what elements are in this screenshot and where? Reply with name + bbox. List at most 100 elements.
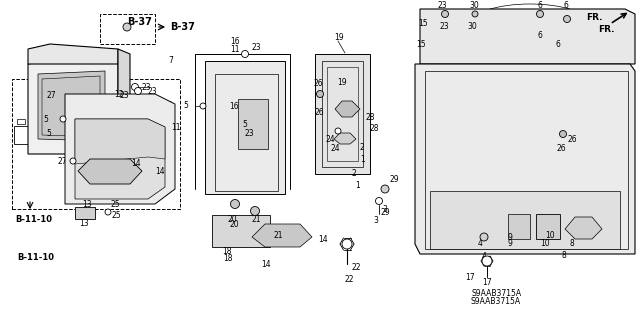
Text: 22: 22 xyxy=(352,263,362,271)
Text: 29: 29 xyxy=(390,174,399,183)
Text: 30: 30 xyxy=(467,22,477,31)
Text: 26: 26 xyxy=(313,78,323,87)
Polygon shape xyxy=(565,217,602,239)
Text: B-11-10: B-11-10 xyxy=(15,214,52,224)
Text: 10: 10 xyxy=(540,239,550,248)
Text: 5: 5 xyxy=(242,120,247,129)
Polygon shape xyxy=(536,214,560,239)
Circle shape xyxy=(105,209,111,215)
Text: 27: 27 xyxy=(58,157,68,166)
Text: 14: 14 xyxy=(155,167,164,175)
Text: 28: 28 xyxy=(366,113,376,122)
Text: 17: 17 xyxy=(482,278,492,287)
Text: 9: 9 xyxy=(508,239,513,248)
Bar xyxy=(14,126,36,144)
Text: 7: 7 xyxy=(166,101,171,110)
Text: 24: 24 xyxy=(326,135,335,144)
Text: FR.: FR. xyxy=(586,13,603,22)
Text: 13: 13 xyxy=(82,200,92,209)
Text: 5: 5 xyxy=(43,115,48,123)
Text: 6: 6 xyxy=(537,2,542,11)
Text: 19: 19 xyxy=(337,78,347,87)
Text: 8: 8 xyxy=(562,251,566,260)
Text: 21: 21 xyxy=(274,231,284,240)
Text: 19: 19 xyxy=(334,33,344,42)
Text: 18: 18 xyxy=(222,247,232,256)
Text: 23: 23 xyxy=(120,91,129,100)
Text: 17: 17 xyxy=(465,272,475,281)
Text: 2: 2 xyxy=(352,169,356,178)
Circle shape xyxy=(70,158,76,164)
Text: B-11-10: B-11-10 xyxy=(17,253,54,262)
Circle shape xyxy=(563,16,570,23)
Text: 12: 12 xyxy=(114,90,124,99)
Text: 15: 15 xyxy=(418,19,428,28)
Text: 3: 3 xyxy=(373,216,378,225)
Text: 27: 27 xyxy=(47,91,56,100)
Text: 24: 24 xyxy=(331,144,340,153)
Text: 5: 5 xyxy=(184,101,189,110)
Text: 23: 23 xyxy=(244,130,254,138)
Text: 25: 25 xyxy=(112,211,122,219)
Polygon shape xyxy=(315,54,370,174)
Text: 23: 23 xyxy=(252,42,262,51)
Polygon shape xyxy=(38,71,105,141)
Text: B-37: B-37 xyxy=(127,17,152,27)
Polygon shape xyxy=(28,44,118,64)
Circle shape xyxy=(60,116,66,122)
Text: 18: 18 xyxy=(223,254,232,263)
Text: 16: 16 xyxy=(229,102,239,111)
Text: 25: 25 xyxy=(110,200,120,209)
Polygon shape xyxy=(415,64,635,254)
Text: 1: 1 xyxy=(355,181,360,189)
Polygon shape xyxy=(75,119,165,164)
Circle shape xyxy=(480,233,488,241)
Circle shape xyxy=(317,91,323,98)
Polygon shape xyxy=(75,207,95,219)
Circle shape xyxy=(482,256,492,266)
Circle shape xyxy=(472,11,478,17)
Text: 16: 16 xyxy=(230,36,239,46)
Text: 9: 9 xyxy=(508,233,513,242)
Text: 6: 6 xyxy=(563,2,568,11)
Text: 6: 6 xyxy=(538,31,543,40)
Polygon shape xyxy=(252,224,312,247)
Circle shape xyxy=(559,130,566,137)
Text: 8: 8 xyxy=(570,239,575,248)
Circle shape xyxy=(200,103,206,109)
Polygon shape xyxy=(420,9,635,64)
Text: 7: 7 xyxy=(168,56,173,65)
Polygon shape xyxy=(78,159,142,184)
Text: 1: 1 xyxy=(360,154,365,164)
Text: 12: 12 xyxy=(115,157,125,166)
Polygon shape xyxy=(430,191,620,249)
Circle shape xyxy=(250,206,259,216)
Text: 5: 5 xyxy=(46,130,51,138)
Circle shape xyxy=(381,185,389,193)
Text: 11: 11 xyxy=(171,123,180,132)
Text: 29: 29 xyxy=(381,208,390,217)
Text: 30: 30 xyxy=(469,2,479,11)
Text: 20: 20 xyxy=(228,214,237,224)
Circle shape xyxy=(123,23,131,31)
Text: 6: 6 xyxy=(556,40,561,49)
Text: B-37: B-37 xyxy=(170,22,195,32)
Text: 14: 14 xyxy=(131,159,141,168)
Text: 4: 4 xyxy=(482,252,487,261)
Polygon shape xyxy=(28,54,118,154)
Text: 11: 11 xyxy=(230,44,239,54)
Circle shape xyxy=(241,50,248,57)
Text: 14: 14 xyxy=(261,260,271,269)
Text: S9AAB3715A: S9AAB3715A xyxy=(470,297,520,306)
Circle shape xyxy=(230,199,239,209)
Text: 15: 15 xyxy=(416,40,426,49)
Circle shape xyxy=(134,87,141,94)
Circle shape xyxy=(131,84,138,91)
Polygon shape xyxy=(508,214,530,239)
Bar xyxy=(12,79,180,209)
Text: 28: 28 xyxy=(370,124,380,133)
Text: 14: 14 xyxy=(318,234,328,243)
Circle shape xyxy=(335,128,341,134)
Text: 20: 20 xyxy=(229,220,239,229)
Text: 4: 4 xyxy=(478,239,483,248)
